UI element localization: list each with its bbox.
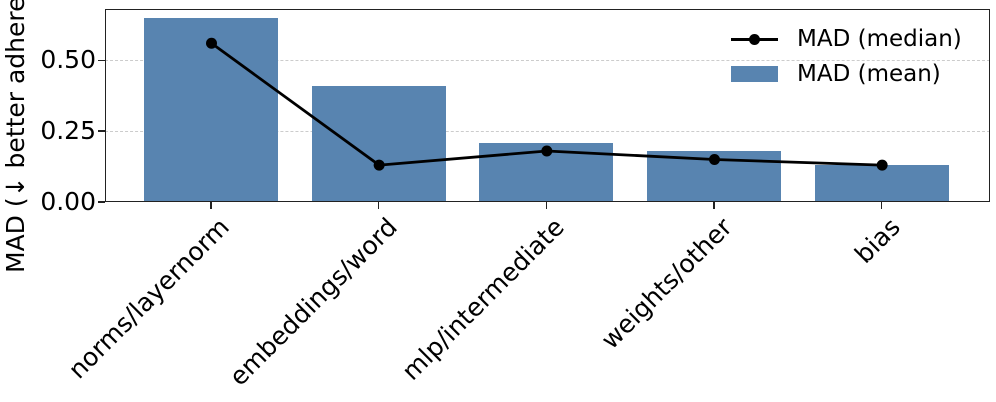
y-tick-label: 0.25 <box>40 116 96 146</box>
x-tick <box>713 202 715 209</box>
y-tick <box>98 59 105 62</box>
legend-mean-swatch-icon <box>731 66 778 82</box>
legend-label-median: MAD (median) <box>797 26 962 52</box>
x-tick <box>210 202 212 209</box>
y-tick <box>98 130 105 132</box>
y-tick-label: 0.50 <box>40 45 96 75</box>
y-tick-label: 0.00 <box>40 187 96 216</box>
bar-norms/layernorm <box>144 17 278 202</box>
x-tick <box>880 202 883 209</box>
x-tick <box>545 202 548 209</box>
x-tick-label-norms/layernorm: norms/layernorm <box>62 211 235 384</box>
bar-embeddings/word <box>311 85 446 202</box>
bar-bias <box>814 165 949 202</box>
bar-mlp/intermediate <box>479 142 614 202</box>
x-tick <box>377 202 380 209</box>
bar-weights/other <box>646 151 781 202</box>
legend-label-mean: MAD (mean) <box>797 61 941 87</box>
y-tick <box>98 201 105 203</box>
legend-median-marker-icon <box>749 33 760 45</box>
